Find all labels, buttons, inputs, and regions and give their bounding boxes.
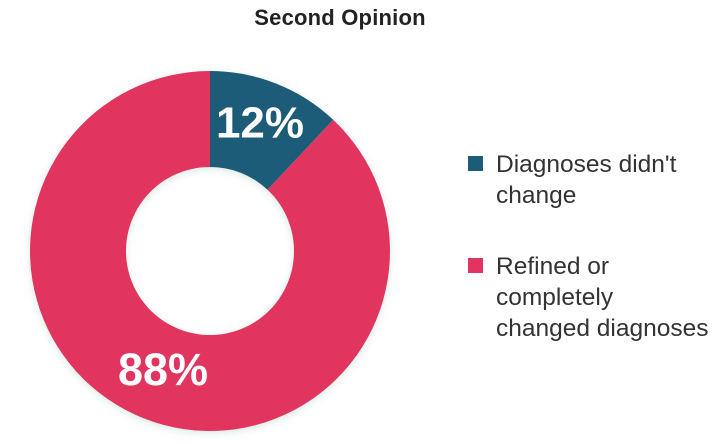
svg-text:12%: 12% (216, 99, 304, 148)
svg-text:88%: 88% (118, 344, 208, 395)
